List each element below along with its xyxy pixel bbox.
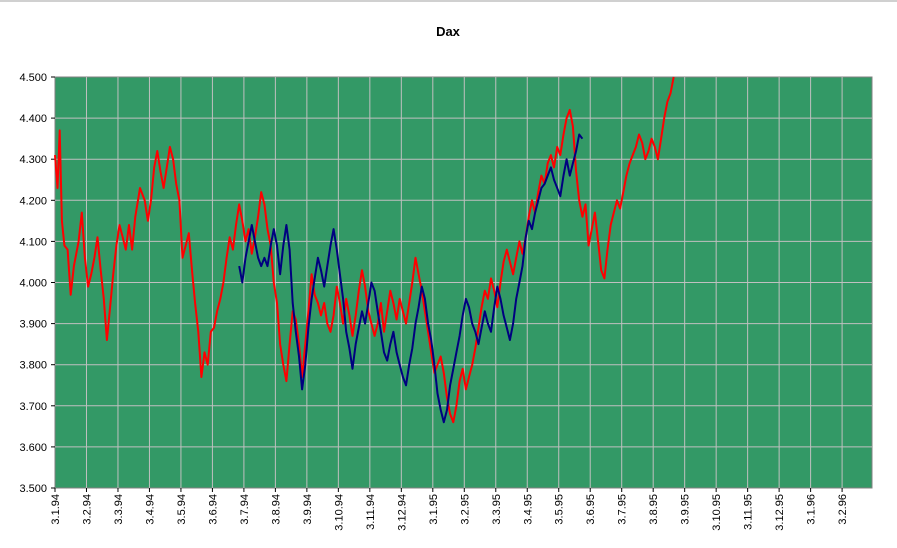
x-tick-label: 3.12.95 [774,494,786,531]
x-tick-label: 3.9.94 [302,494,314,525]
series-lines [54,76,675,424]
y-tick-label: 4.100 [19,236,47,248]
x-tick-label: 3.5.95 [554,494,566,525]
x-tick-label: 3.1.96 [806,494,818,525]
x-tick-label: 3.10.94 [333,494,345,531]
y-tick-label: 3.700 [19,401,47,413]
x-tick-label: 3.8.95 [648,494,660,525]
y-tick-label: 4.200 [19,195,47,207]
y-tick-label: 4.300 [19,154,47,166]
x-tick-label: 3.3.95 [491,494,503,525]
series-line-red [54,76,675,424]
chart-title: Dax [436,24,461,39]
y-tick-label: 3.900 [19,319,47,331]
x-tick-label: 3.7.95 [617,494,629,525]
y-axis: 3.500 3.600 3.700 3.800 3.900 4.000 4.100 4.200… [19,72,55,495]
x-tick-label: 3.1.95 [428,494,440,525]
y-tick-label: 3.600 [19,442,47,454]
x-tick-label: 3.5.94 [176,494,188,525]
x-tick-label: 3.12.94 [396,494,408,531]
x-tick-label: 3.11.95 [743,494,755,530]
x-tick-label: 3.7.94 [239,494,251,525]
x-tick-label: 3.2.94 [81,494,93,525]
x-tick-label: 3.2.95 [459,494,471,525]
y-tick-label: 4.000 [19,278,47,290]
x-tick-label: 3.10.95 [711,494,723,531]
x-tick-label: 3.1.94 [50,494,62,525]
x-tick-label: 3.4.94 [144,494,156,525]
y-tick-label: 4.400 [19,113,47,125]
x-axis: 3.1.94 3.2.94 3.3.94 3.4.94 3.5.94 3.6.94 3.7.… [50,488,849,531]
y-tick-label: 3.500 [19,483,47,495]
x-tick-label: 3.6.95 [585,494,597,525]
x-tick-label: 3.9.95 [680,494,692,525]
series-line-blue [238,133,584,424]
y-tick-label: 3.800 [19,360,47,372]
x-tick-label: 3.4.95 [522,494,534,525]
x-tick-label: 3.8.94 [270,494,282,525]
x-tick-label: 3.2.96 [837,494,849,525]
x-tick-label: 3.11.94 [365,494,377,530]
x-tick-label: 3.3.94 [113,494,125,525]
x-tick-label: 3.6.94 [207,494,219,525]
y-tick-label: 4.500 [19,72,47,84]
grid-lines [55,77,872,488]
